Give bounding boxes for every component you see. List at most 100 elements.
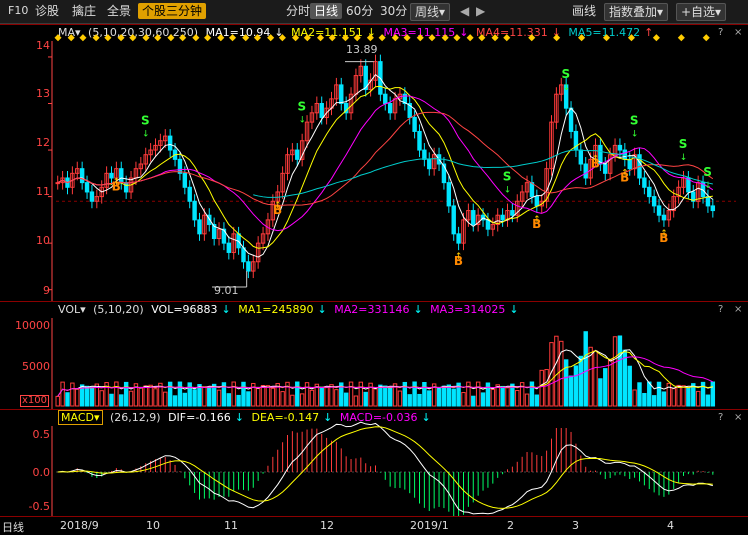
up-arrow-icon: ↑ <box>660 229 668 239</box>
x-tick: 12 <box>320 519 334 532</box>
volume-bar <box>255 387 261 407</box>
volume-bar <box>627 365 632 407</box>
period-intraday[interactable]: 分时 <box>286 4 311 18</box>
vol-indicator-dropdown[interactable]: VOL▾ <box>58 303 86 316</box>
period-60min[interactable]: 60分 <box>346 4 374 18</box>
f10-button[interactable]: F10 <box>8 4 29 17</box>
event-diamond-icon <box>192 34 200 42</box>
qinzhuang-button[interactable]: 擒庄 <box>72 4 97 18</box>
volume-bar <box>246 391 251 407</box>
candle-body <box>373 61 378 81</box>
volume-bar <box>510 383 515 407</box>
volume-bar <box>480 392 486 407</box>
ma-line-ma1 <box>57 73 714 258</box>
buy-signal-label: B <box>659 231 668 245</box>
event-diamond-icon <box>292 34 300 42</box>
dif-value: DIF=-0.166 <box>168 411 231 424</box>
event-diamond-icon <box>54 34 62 42</box>
volume-bar <box>94 383 100 407</box>
event-diamond-icon <box>391 34 399 42</box>
candle-body <box>177 158 183 174</box>
period-corner-label[interactable]: 日线 <box>2 521 24 534</box>
candle-body <box>402 93 408 105</box>
price-pane: MA▾ (5,10,20,30,60,250) MA1=10.94 ↓ MA2=1… <box>0 24 748 301</box>
up-arrow-icon: ↑ <box>455 252 463 262</box>
candle-body <box>163 135 168 142</box>
candle-body <box>324 107 329 118</box>
candle-body <box>485 219 491 230</box>
candle-body <box>583 163 588 179</box>
event-diamond-icon <box>242 34 250 42</box>
period-weekly-dropdown[interactable]: 周线▾ <box>410 3 451 21</box>
candle-body <box>334 84 339 100</box>
volume-bar <box>128 390 134 407</box>
help-icon[interactable]: ? <box>718 304 724 315</box>
volume-bar <box>691 383 696 407</box>
event-diamond-icon <box>316 34 325 42</box>
diagnose-button[interactable]: 诊股 <box>35 4 60 18</box>
price-tick: 13 <box>36 87 50 100</box>
volume-bar <box>79 384 85 407</box>
ma3-value: MA3=11.115 <box>383 26 456 39</box>
candle-body <box>524 182 530 193</box>
volume-bar <box>642 392 647 407</box>
down-arrow-icon: ↓ <box>298 116 306 126</box>
volume-bar <box>109 393 114 407</box>
candle-body <box>202 214 207 235</box>
event-diamond-icon <box>491 34 499 42</box>
close-icon[interactable]: × <box>734 304 743 315</box>
candle-body <box>290 149 295 156</box>
up-arrow-icon: ↑ <box>533 215 541 225</box>
candle-body <box>348 93 354 114</box>
candle-body <box>412 116 417 132</box>
volume-bar <box>661 391 667 407</box>
period-30min[interactable]: 30分 <box>380 4 408 18</box>
volume-bar <box>441 385 447 407</box>
help-icon[interactable]: ? <box>718 27 724 38</box>
volume-bar <box>383 385 388 407</box>
candle-body <box>231 233 236 253</box>
event-diamond-icon <box>253 34 262 42</box>
buy-signal-label: B <box>532 217 541 231</box>
event-diamond-icon <box>416 34 424 42</box>
volume-bar <box>417 393 422 407</box>
ma-indicator-dropdown[interactable]: MA▾ <box>58 26 81 39</box>
candle-body <box>651 196 657 207</box>
candle-body <box>534 196 540 207</box>
dea-line <box>57 426 713 509</box>
period-daily[interactable]: 日线 <box>310 3 343 19</box>
volume-bar <box>534 394 540 407</box>
event-diamond-icon <box>652 34 660 42</box>
volume-bar <box>475 381 481 407</box>
sell-signal-label: S <box>503 170 512 184</box>
vol-ma2-value: MA2=331146 <box>334 303 410 316</box>
volume-bar <box>710 381 716 407</box>
candle-body <box>387 103 393 114</box>
candle-body <box>343 103 349 114</box>
volume-bar <box>598 378 603 407</box>
x-tick: 11 <box>224 519 238 532</box>
event-diamond-icon <box>378 34 386 42</box>
candle-body <box>603 163 608 174</box>
help-icon[interactable]: ? <box>718 412 724 423</box>
up-arrow-icon: ↑ <box>592 154 600 164</box>
macd-indicator-dropdown[interactable]: MACD▾ <box>58 410 103 425</box>
panorama-button[interactable]: 全景 <box>107 4 132 18</box>
volume-bar <box>544 369 549 407</box>
candle-body <box>221 228 227 244</box>
up-arrow-icon: ↑ <box>274 201 282 211</box>
draw-line-button[interactable]: 画线 <box>572 4 597 18</box>
add-favorite-dropdown[interactable]: +自选▾ <box>676 3 727 21</box>
close-icon[interactable]: × <box>734 412 743 423</box>
nav-left-icon[interactable]: ◀ <box>460 4 470 18</box>
index-overlay-dropdown[interactable]: 指数叠加▾ <box>604 3 669 21</box>
vol-tick: 5000 <box>22 360 50 373</box>
close-icon[interactable]: × <box>734 27 743 38</box>
volume-bar <box>451 388 456 407</box>
three-minute-tab[interactable]: 个股三分钟 <box>138 3 207 19</box>
event-diamond-icon <box>677 34 685 42</box>
nav-right-icon[interactable]: ▶ <box>476 4 486 18</box>
volume-bar <box>138 387 144 407</box>
volume-bar <box>647 381 652 407</box>
event-diamond-icon <box>503 34 511 42</box>
